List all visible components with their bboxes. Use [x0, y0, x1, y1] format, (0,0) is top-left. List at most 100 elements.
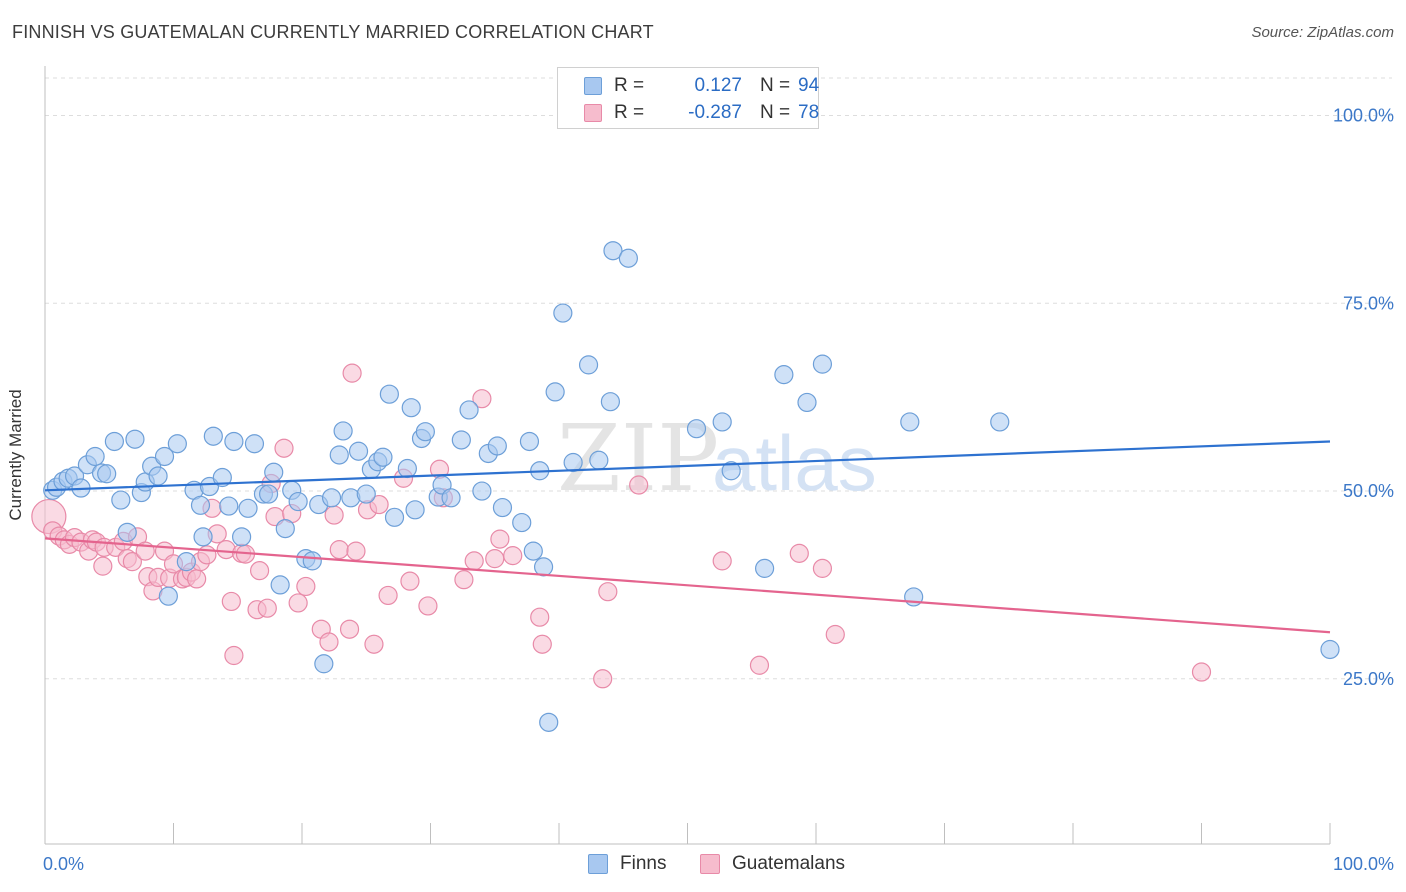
- guatemalans-point: [532, 634, 552, 654]
- x-tick-label-max: 100.0%: [1333, 854, 1394, 874]
- finns-point: [321, 488, 342, 508]
- guatemalans-point: [464, 551, 484, 571]
- guatemalans-point: [197, 545, 217, 565]
- guatemalans-point: [472, 389, 492, 409]
- guatemalans-point: [221, 591, 241, 612]
- finns-point: [539, 712, 559, 732]
- tick-labels: 25.0% 50.0% 75.0% 100.0% 0.0% 100.0%: [43, 106, 1394, 874]
- finns-point: [797, 392, 817, 413]
- source-credit: Source: ZipAtlas.com: [1251, 24, 1394, 41]
- finns-legend-label: Finns: [620, 853, 667, 874]
- guatemalans-point: [598, 582, 618, 602]
- guatemalans-r-label: R =: [614, 102, 645, 123]
- guatemalans-point: [364, 634, 384, 654]
- finns-point: [314, 654, 334, 674]
- guatemalans-point: [400, 571, 420, 591]
- finns-point: [721, 461, 741, 481]
- finns-point: [238, 498, 258, 518]
- finns-point: [397, 458, 417, 479]
- guatemalans-n-label: N =: [760, 102, 791, 123]
- x-tick-label-min: 0.0%: [43, 854, 84, 874]
- guatemalans-point: [503, 546, 523, 566]
- finns-point: [405, 500, 425, 520]
- finns-point: [158, 586, 178, 606]
- guatemalans-point: [187, 569, 207, 589]
- guatemalans-point: [749, 655, 770, 675]
- guatemalans-legend-swatch: [700, 854, 720, 874]
- guatemalans-point: [257, 598, 277, 618]
- guatemalans-point: [122, 552, 142, 572]
- finns-point: [190, 495, 211, 515]
- finns-point: [812, 354, 833, 374]
- guatemalans-point: [789, 543, 809, 563]
- finns-point: [167, 434, 187, 454]
- y-tick-label-75: 75.0%: [1343, 293, 1394, 313]
- finns-point: [125, 429, 145, 449]
- y-tick-label-25: 25.0%: [1343, 669, 1394, 689]
- guatemalans-point: [224, 645, 244, 666]
- guatemalans-point: [274, 438, 294, 458]
- guatemalans-point: [530, 607, 550, 627]
- finns-point: [333, 421, 353, 441]
- guatemalans-point: [93, 556, 113, 576]
- finns-point: [441, 488, 461, 508]
- finns-point: [900, 412, 920, 432]
- finns-n-label: N =: [760, 75, 791, 96]
- finns-point: [373, 447, 393, 467]
- finns-point: [600, 392, 621, 412]
- finns-r-label: R =: [614, 75, 645, 96]
- guatemalans-point: [593, 669, 613, 689]
- finns-point: [244, 434, 265, 454]
- finns-point: [512, 512, 532, 533]
- finns-point: [264, 462, 284, 482]
- finns-point: [302, 551, 322, 571]
- guatemalans-point: [454, 570, 474, 590]
- finns-point: [384, 507, 405, 527]
- guatemalans-point: [812, 558, 833, 578]
- guatemalans-point: [329, 540, 349, 560]
- finns-point: [533, 557, 554, 577]
- finns-r-value: 0.127: [694, 75, 742, 96]
- finns-point: [712, 412, 732, 432]
- finns-point: [111, 490, 131, 510]
- finns-point: [203, 426, 223, 446]
- guatemalans-swatch: [584, 104, 602, 122]
- finns-point: [523, 541, 543, 561]
- stats-legend: R = 0.127 N = 94 R = -0.287 N = 78: [557, 67, 819, 129]
- finns-point: [774, 365, 794, 385]
- finns-point: [270, 575, 290, 595]
- finns-point: [603, 241, 623, 261]
- finns-point: [154, 446, 175, 467]
- finns-point: [492, 497, 513, 518]
- guatemalans-point: [369, 494, 389, 515]
- guatemalans-point: [418, 596, 438, 616]
- finns-point: [415, 422, 435, 442]
- guatemalans-point: [288, 593, 308, 613]
- bottom-legend-guatemalans: Guatemalans: [700, 852, 845, 876]
- guatemalans-point: [485, 549, 505, 569]
- finns-swatch: [584, 77, 602, 95]
- guatemalans-point: [378, 585, 398, 606]
- finns-point: [193, 527, 213, 547]
- guatemalans-point: [339, 619, 360, 639]
- finns-point: [97, 464, 117, 484]
- finns-point: [563, 452, 583, 473]
- guatemalans-point: [324, 505, 344, 525]
- finns-point: [589, 450, 609, 470]
- chart-title: FINNISH VS GUATEMALAN CURRENTLY MARRIED …: [12, 22, 654, 42]
- finns-point: [545, 382, 565, 402]
- guatemalans-point: [249, 561, 270, 581]
- axes: [44, 66, 1331, 845]
- bottom-legend-finns: Finns: [588, 852, 666, 876]
- finns-point: [224, 431, 244, 452]
- finns-trend-line: [44, 440, 1331, 492]
- guatemalans-point: [319, 632, 339, 652]
- guatemalans-point: [825, 624, 845, 645]
- finns-point: [275, 518, 295, 539]
- finns-point: [219, 496, 239, 516]
- finns-point: [618, 248, 638, 268]
- finns-point: [288, 491, 308, 512]
- guatemalans-point: [1191, 662, 1212, 682]
- y-tick-label-50: 50.0%: [1343, 481, 1394, 501]
